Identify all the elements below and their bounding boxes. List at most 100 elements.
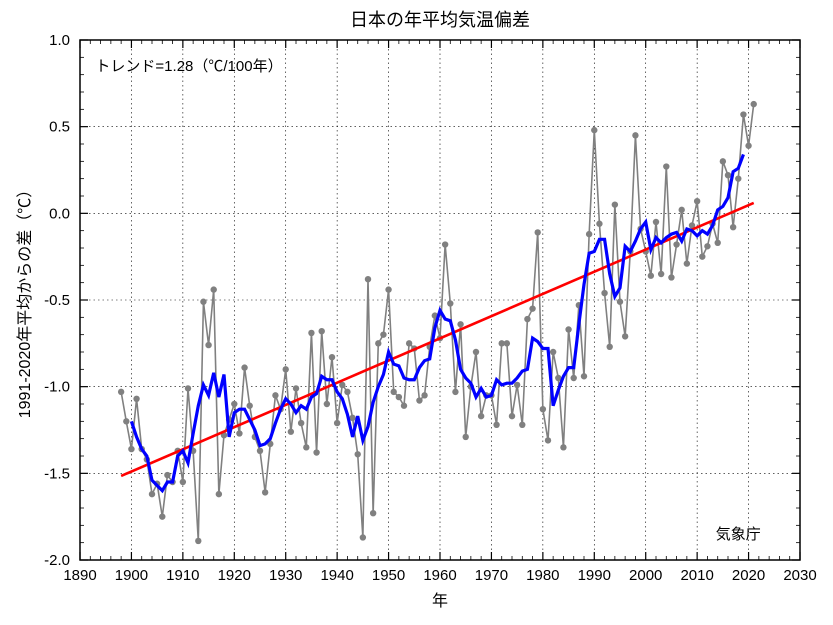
annual-marker [421,392,427,398]
annual-marker [118,389,124,395]
annual-marker [149,491,155,497]
x-tick-label: 2030 [783,567,816,584]
annual-marker [550,349,556,355]
annual-marker [457,321,463,327]
annual-marker [241,364,247,370]
source-annotation: 気象庁 [716,526,761,543]
annual-marker [401,403,407,409]
annual-marker [324,401,330,407]
annual-marker [195,538,201,544]
annual-marker [504,340,510,346]
annual-marker [648,273,654,279]
annual-marker [313,449,319,455]
annual-marker [612,201,618,207]
x-tick-label: 1920 [218,567,251,584]
trend-line [121,203,754,476]
annual-marker [231,401,237,407]
y-tick-label: -2.0 [44,552,70,569]
annual-marker [303,444,309,450]
annual-marker [360,534,366,540]
y-tick-label: -0.5 [44,292,70,309]
x-tick-label: 1960 [423,567,456,584]
y-tick-label: -1.0 [44,379,70,396]
annual-marker [704,243,710,249]
annual-marker [334,420,340,426]
annual-marker [586,231,592,237]
y-tick-label: 0.5 [49,119,70,136]
annual-marker [283,366,289,372]
annual-marker [329,354,335,360]
annual-marker [493,422,499,428]
annual-marker [185,385,191,391]
x-tick-label: 2010 [680,567,713,584]
annual-marker [288,429,294,435]
x-tick-label: 1940 [320,567,353,584]
annual-marker [293,385,299,391]
annual-marker [560,444,566,450]
y-tick-label: -1.5 [44,465,70,482]
annual-marker [571,375,577,381]
annual-marker [200,299,206,305]
annual-marker [211,286,217,292]
annual-marker [216,491,222,497]
annual-marker [375,340,381,346]
annual-marker [128,446,134,452]
annual-marker [745,143,751,149]
x-tick-label: 1950 [372,567,405,584]
annual-marker [447,300,453,306]
annual-marker [247,403,253,409]
annual-marker [298,420,304,426]
annual-marker [396,394,402,400]
annual-marker [514,382,520,388]
annual-marker [416,397,422,403]
annual-marker [679,207,685,213]
annual-marker [164,472,170,478]
annual-marker [730,224,736,230]
annual-marker [355,451,361,457]
y-axis-title: 1991-2020年平均からの差（℃） [16,182,34,419]
annual-marker [684,260,690,266]
annual-marker [735,175,741,181]
x-axis-title: 年 [432,592,448,610]
annual-marker [262,489,268,495]
annual-marker [473,349,479,355]
annual-marker [133,396,139,402]
y-tick-label: 1.0 [49,32,70,49]
x-tick-label: 1890 [63,567,96,584]
y-tick-label: 0.0 [49,205,70,222]
annual-marker [668,274,674,280]
annual-marker [740,111,746,117]
annual-marker [617,299,623,305]
annual-marker [524,316,530,322]
annual-marker [272,392,278,398]
x-tick-label: 2020 [732,567,765,584]
annual-marker [205,342,211,348]
x-tick-label: 2000 [629,567,662,584]
chart-svg: 1890190019101920193019401950196019701980… [0,0,833,625]
annual-marker [601,290,607,296]
annual-marker [658,271,664,277]
annual-marker [694,198,700,204]
annual-marker [319,328,325,334]
x-tick-label: 1930 [269,567,302,584]
annual-marker [380,331,386,337]
annual-marker [720,158,726,164]
annual-marker [673,241,679,247]
annual-marker [725,172,731,178]
annual-marker [385,286,391,292]
annual-marker [365,276,371,282]
trend-annotation: トレンド=1.28（℃/100年） [95,58,282,75]
annual-marker [596,221,602,227]
annual-marker [699,253,705,259]
annual-marker [632,132,638,138]
x-tick-label: 1910 [166,567,199,584]
x-tick-label: 1990 [578,567,611,584]
annual-marker [581,373,587,379]
annual-marker [545,437,551,443]
annual-marker [406,340,412,346]
temperature-anomaly-chart: 1890190019101920193019401950196019701980… [0,0,833,625]
annual-marker [257,448,263,454]
annual-marker [308,330,314,336]
annual-marker [715,240,721,246]
x-tick-label: 1900 [115,567,148,584]
